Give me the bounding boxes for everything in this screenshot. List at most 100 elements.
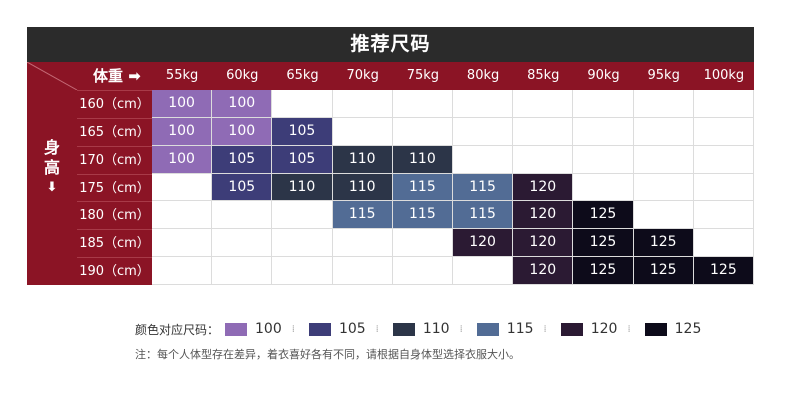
height-row-label: 185（cm）	[77, 229, 152, 258]
weight-header: 100kg	[693, 62, 754, 90]
corner-divider	[27, 62, 78, 90]
size-cell	[332, 117, 393, 146]
size-cell: 120	[513, 173, 574, 202]
size-cell	[332, 257, 393, 285]
size-cell	[453, 117, 514, 146]
size-cell: 105	[212, 173, 273, 202]
size-cell	[633, 201, 694, 230]
size-cell: 100	[212, 117, 273, 146]
size-cell: 120	[513, 257, 574, 285]
size-cell: 120	[513, 229, 574, 258]
weight-header: 90kg	[573, 62, 634, 90]
size-cell: 125	[633, 229, 694, 258]
size-table: 体重 ➡ 身 高 ⬇ 55kg 60kg 65kg 70kg 75kg 80kg 85kg 9…	[27, 62, 754, 285]
size-cell: 125	[693, 257, 754, 285]
legend-swatch	[308, 322, 331, 336]
size-cell: 125	[573, 229, 634, 258]
legend-separator: ⁞	[375, 323, 379, 335]
table-corner: 体重 ➡	[27, 62, 152, 90]
legend-item: 125	[644, 321, 702, 337]
height-label-char: 身	[43, 138, 60, 157]
size-cell: 115	[453, 201, 514, 230]
weight-header: 70kg	[332, 62, 393, 90]
weight-header: 95kg	[633, 62, 694, 90]
size-cell	[573, 173, 634, 202]
size-cell	[392, 257, 453, 285]
size-cell	[693, 117, 754, 146]
size-cell	[693, 229, 754, 258]
size-cell	[573, 145, 634, 174]
legend-size-label: 110	[422, 321, 450, 337]
legend-item: 105 ⁞	[308, 321, 379, 337]
size-cell: 125	[573, 257, 634, 285]
legend-swatch	[644, 322, 667, 336]
legend-size-label: 105	[338, 321, 366, 337]
size-cell: 110	[392, 145, 453, 174]
size-cell: 105	[212, 145, 273, 174]
legend-separator: ⁞	[543, 323, 547, 335]
size-cell	[272, 201, 333, 230]
size-cell	[453, 90, 514, 118]
height-row-label: 190（cm）	[77, 257, 152, 285]
size-cell: 120	[513, 201, 574, 230]
size-cell: 125	[633, 257, 694, 285]
size-cell: 110	[332, 173, 393, 202]
weight-header: 55kg	[152, 62, 213, 90]
size-cell	[693, 173, 754, 202]
legend-item: 100 ⁞	[225, 321, 295, 337]
size-cell	[212, 257, 273, 285]
size-cell: 100	[152, 145, 213, 174]
size-cell	[513, 145, 574, 174]
size-cell: 100	[152, 90, 213, 118]
size-cell	[693, 145, 754, 174]
size-cell	[152, 257, 213, 285]
height-row-label: 180（cm）	[77, 201, 152, 230]
size-cell	[212, 201, 273, 230]
size-cell	[633, 117, 694, 146]
legend-swatch	[225, 322, 248, 336]
legend-item: 120 ⁞	[560, 321, 631, 337]
size-cell	[573, 117, 634, 146]
size-cell: 115	[332, 201, 393, 230]
size-cell: 110	[332, 145, 393, 174]
size-cell	[272, 90, 333, 118]
size-chart: 推荐尺码 体重 ➡ 身 高 ⬇ 55kg 60kg 65kg 70kg 75kg 80kg…	[27, 27, 754, 285]
weight-header: 85kg	[513, 62, 574, 90]
size-cell	[392, 117, 453, 146]
weight-header: 75kg	[392, 62, 453, 90]
size-cell: 105	[272, 145, 333, 174]
size-cell: 100	[152, 117, 213, 146]
legend-swatch	[392, 322, 415, 336]
size-cell: 100	[212, 90, 273, 118]
legend-size-label: 100	[255, 321, 282, 337]
legend-separator: ⁞	[459, 323, 463, 335]
size-cell	[212, 229, 273, 258]
size-cell	[392, 90, 453, 118]
size-cell: 115	[453, 173, 514, 202]
size-cell	[272, 257, 333, 285]
size-cell	[152, 201, 213, 230]
size-cell	[392, 229, 453, 258]
size-cell	[453, 145, 514, 174]
legend-size-label: 115	[506, 321, 534, 337]
height-row-label: 175（cm）	[77, 173, 152, 202]
legend-size-label: 120	[590, 321, 618, 337]
height-row-label: 170（cm）	[77, 145, 152, 174]
size-cell	[453, 257, 514, 285]
weight-header: 60kg	[212, 62, 273, 90]
legend-size-label: 125	[674, 321, 702, 337]
size-cell	[573, 90, 634, 118]
size-cell	[693, 201, 754, 230]
weight-header: 65kg	[272, 62, 333, 90]
size-cell	[633, 173, 694, 202]
color-legend: 颜色对应尺码： 100 ⁞ 105 ⁞ 110 ⁞ 115 ⁞ 120 ⁞ 125	[135, 320, 715, 338]
height-row-label: 165（cm）	[77, 117, 152, 146]
size-cell: 115	[392, 201, 453, 230]
legend-swatch	[560, 322, 583, 336]
weight-axis-label: 体重 ➡	[93, 67, 141, 85]
size-cell: 120	[453, 229, 514, 258]
size-cell	[513, 117, 574, 146]
size-cell	[332, 229, 393, 258]
size-cell	[272, 229, 333, 258]
legend-swatch	[476, 322, 499, 336]
